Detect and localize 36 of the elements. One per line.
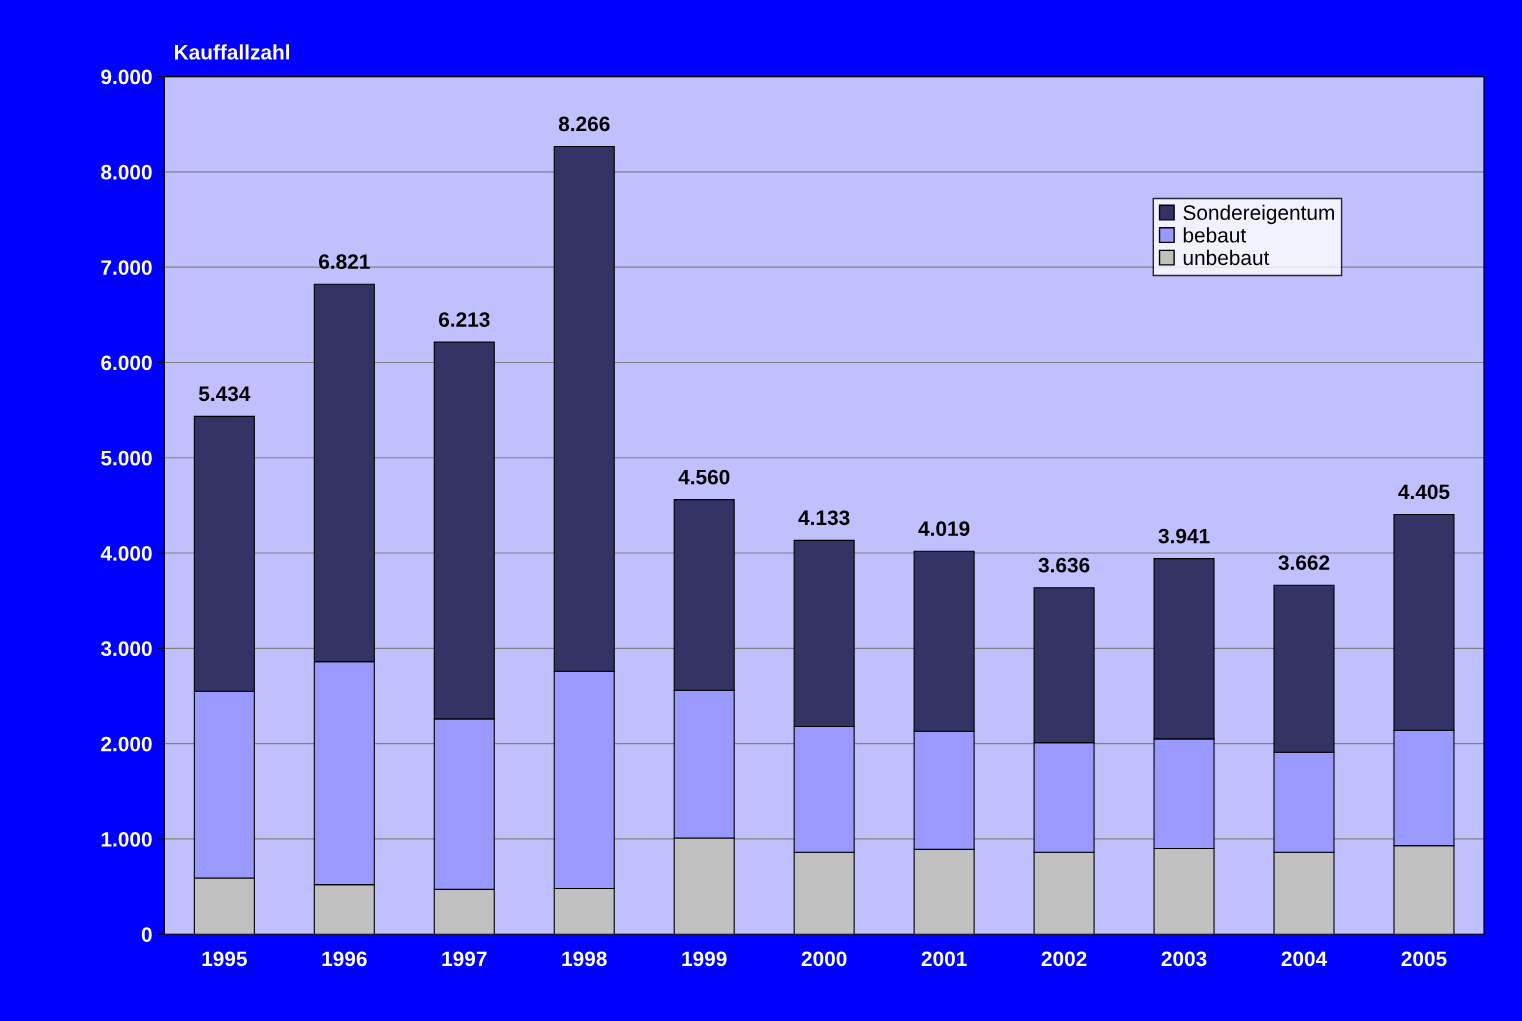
- total-label: 3.941: [1158, 528, 1210, 544]
- x-tick-label: 2004: [1281, 951, 1328, 967]
- total-label: 6.821: [319, 254, 370, 269]
- total-label: 4.019: [918, 521, 970, 536]
- x-tick-label: 1996: [322, 951, 367, 967]
- legend-label: bebaut: [1183, 227, 1247, 243]
- x-tick-label: 1999: [682, 951, 727, 967]
- y-tick-label: 0: [141, 927, 152, 942]
- y-axis-title: Kauffallzahl: [175, 44, 290, 60]
- x-tick-label: 2001: [921, 951, 967, 967]
- total-label: 8.266: [558, 116, 610, 132]
- total-label: 3.636: [1038, 557, 1090, 573]
- total-label: 4.133: [798, 510, 850, 526]
- y-tick-label: 9.000: [101, 69, 152, 85]
- x-tick-label: 1997: [442, 951, 487, 967]
- x-tick-label: 2002: [1041, 951, 1087, 967]
- x-tick-label: 2000: [801, 951, 847, 967]
- y-tick-label: 6.000: [101, 355, 152, 371]
- y-tick-label: 4.000: [100, 546, 152, 561]
- legend-label: unbebaut: [1183, 249, 1270, 266]
- x-tick-label: 2005: [1401, 951, 1447, 967]
- y-tick-label: 7.000: [101, 260, 152, 275]
- legend-label: Sondereigentum: [1183, 204, 1334, 225]
- total-label: 4.405: [1398, 484, 1450, 500]
- total-label: 3.662: [1278, 555, 1330, 571]
- total-label: 5.434: [198, 386, 251, 402]
- total-label: 4.560: [678, 469, 730, 485]
- y-tick-label: 1.000: [101, 831, 152, 847]
- y-tick-label: 3.000: [100, 641, 152, 657]
- x-tick-label: 2003: [1161, 951, 1207, 967]
- x-tick-label: 1998: [562, 951, 607, 967]
- y-tick-label: 2.000: [101, 736, 152, 752]
- x-tick-label: 1995: [202, 951, 247, 967]
- total-label: 6.213: [438, 312, 490, 327]
- y-tick-label: 8.000: [101, 164, 152, 180]
- y-tick-label: 5.000: [101, 450, 152, 466]
